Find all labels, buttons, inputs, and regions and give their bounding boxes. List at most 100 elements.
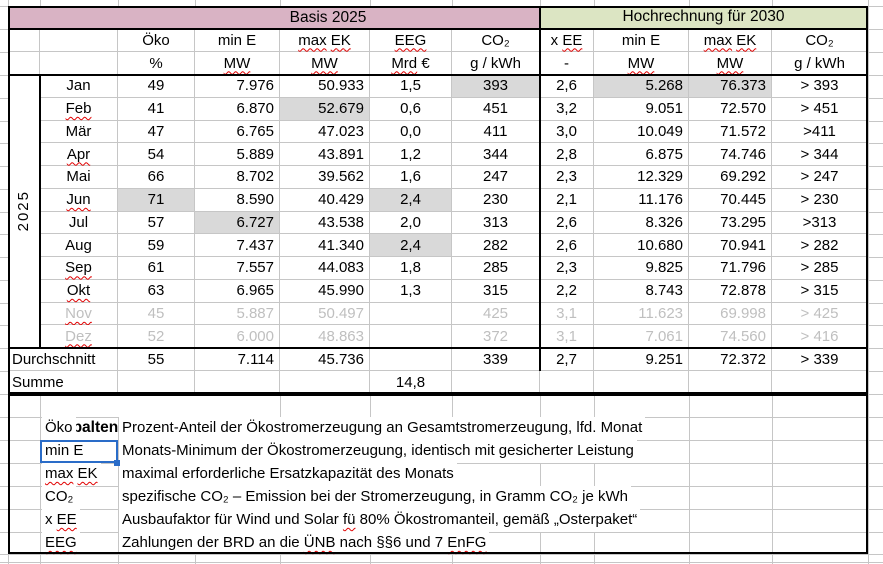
col-unit-x-ee[interactable]: - (540, 52, 594, 75)
cell-feb-co2[interactable]: 451 (452, 97, 540, 121)
cell-jul-co2-2030[interactable]: >313 (772, 211, 868, 235)
cell-okt-max-ek[interactable]: 45.990 (280, 279, 370, 303)
cell-apr-x-ee[interactable]: 2,8 (540, 143, 594, 166)
cell-nov-co2[interactable]: 425 (452, 302, 540, 326)
month-cell-feb[interactable]: Feb (40, 97, 118, 121)
cell-jan-min-e[interactable]: 7.976 (195, 75, 280, 98)
cell-jan-min-e-2030[interactable]: 5.268 (594, 75, 689, 98)
cell-mär-oeko[interactable]: 47 (118, 120, 195, 144)
cell-apr-max-ek-2030[interactable]: 74.746 (689, 143, 772, 166)
col-header-max-ek[interactable]: max EK (280, 29, 370, 52)
month-cell-jan[interactable]: Jan (40, 75, 118, 98)
cell-jan-max-ek[interactable]: 50.933 (280, 75, 370, 98)
cell-feb-min-e[interactable]: 6.870 (195, 97, 280, 121)
cell-jul-max-ek[interactable]: 43.538 (280, 211, 370, 235)
cell-durchschnitt-x-ee[interactable]: 2,7 (540, 348, 594, 371)
cell-jun-max-ek[interactable]: 40.429 (280, 188, 370, 212)
note-label-öko[interactable]: Öko (42, 417, 76, 440)
cell-sep-eeg[interactable]: 1,8 (370, 257, 452, 280)
cell-jul-max-ek-2030[interactable]: 73.295 (689, 211, 772, 235)
cell-dez-min-e[interactable]: 6.000 (195, 325, 280, 348)
cell-mai-x-ee[interactable]: 2,3 (540, 166, 594, 189)
cell-feb-oeko[interactable]: 41 (118, 97, 195, 121)
cell-durchschnitt-oeko[interactable]: 55 (118, 348, 195, 371)
month-cell-mai[interactable]: Mai (40, 166, 118, 189)
cell-sep-min-e[interactable]: 7.557 (195, 257, 280, 280)
col-header-co2-2030[interactable]: CO₂ (772, 29, 868, 52)
cell-sep-x-ee[interactable]: 2,3 (540, 257, 594, 280)
cell-nov-min-e[interactable]: 5.887 (195, 302, 280, 326)
cell-summe-co2-2030[interactable] (772, 371, 868, 394)
cell-okt-max-ek-2030[interactable]: 72.878 (689, 279, 772, 303)
note-definition-x-ee[interactable]: Ausbaufaktor für Wind und Solar fü 80% Ö… (119, 509, 641, 532)
cell-apr-eeg[interactable]: 1,2 (370, 143, 452, 166)
note-definition-max-ek[interactable]: maximal erforderliche Ersatzkapazität de… (119, 463, 457, 486)
durchschnitt-label-cell[interactable]: Durchschnitt (8, 348, 118, 371)
cell-sep-co2-2030[interactable]: > 285 (772, 257, 868, 280)
cell-okt-min-e[interactable]: 6.965 (195, 279, 280, 303)
cell-summe-x-ee[interactable] (540, 371, 594, 394)
cell-apr-oeko[interactable]: 54 (118, 143, 195, 166)
month-cell-okt[interactable]: Okt (40, 279, 118, 303)
cell-feb-x-ee[interactable]: 3,2 (540, 97, 594, 121)
cell-jun-oeko[interactable]: 71 (118, 188, 195, 212)
cell-sep-co2[interactable]: 285 (452, 257, 540, 280)
basis-2025-band[interactable]: Basis 2025 (8, 6, 540, 29)
cell-jul-co2[interactable]: 313 (452, 211, 540, 235)
month-cell-aug[interactable]: Aug (40, 234, 118, 257)
cell-nov-x-ee[interactable]: 3,1 (540, 302, 594, 326)
cell-jan-co2[interactable]: 393 (452, 75, 540, 98)
cell-aug-eeg[interactable]: 2,4 (370, 234, 452, 257)
cell-mär-min-e[interactable]: 6.765 (195, 120, 280, 144)
cell-mai-min-e[interactable]: 8.702 (195, 166, 280, 189)
hochrechnung-2030-band[interactable]: Hochrechnung für 2030 (540, 6, 868, 29)
col-unit-min-e[interactable]: MW (195, 52, 280, 75)
cell-feb-eeg[interactable]: 0,6 (370, 97, 452, 121)
cell-aug-x-ee[interactable]: 2,6 (540, 234, 594, 257)
cell-okt-oeko[interactable]: 63 (118, 279, 195, 303)
cell-jul-eeg[interactable]: 2,0 (370, 211, 452, 235)
cell-okt-min-e-2030[interactable]: 8.743 (594, 279, 689, 303)
cell-mai-co2[interactable]: 247 (452, 166, 540, 189)
cell-durchschnitt-eeg[interactable] (370, 348, 452, 371)
cell-apr-co2-2030[interactable]: > 344 (772, 143, 868, 166)
cell-dez-eeg[interactable] (370, 325, 452, 348)
cell-aug-oeko[interactable]: 59 (118, 234, 195, 257)
cell-jun-eeg[interactable]: 2,4 (370, 188, 452, 212)
month-cell-nov[interactable]: Nov (40, 302, 118, 326)
cell-okt-eeg[interactable]: 1,3 (370, 279, 452, 303)
cell-aug-min-e-2030[interactable]: 10.680 (594, 234, 689, 257)
cell-jul-x-ee[interactable]: 2,6 (540, 211, 594, 235)
cell-dez-co2[interactable]: 372 (452, 325, 540, 348)
cell-feb-min-e-2030[interactable]: 9.051 (594, 97, 689, 121)
cell-jan-eeg[interactable]: 1,5 (370, 75, 452, 98)
cell-jun-x-ee[interactable]: 2,1 (540, 188, 594, 212)
col-header-min-e[interactable]: min E (195, 29, 280, 52)
cell-okt-co2-2030[interactable]: > 315 (772, 279, 868, 303)
cell-mai-max-ek[interactable]: 39.562 (280, 166, 370, 189)
empty-cell[interactable] (8, 52, 40, 75)
month-cell-jul[interactable]: Jul (40, 211, 118, 235)
cell-feb-max-ek-2030[interactable]: 72.570 (689, 97, 772, 121)
cell-mär-eeg[interactable]: 0,0 (370, 120, 452, 144)
note-label-x-ee[interactable]: x EE (42, 509, 80, 532)
cell-jan-co2-2030[interactable]: > 393 (772, 75, 868, 98)
cell-durchschnitt-co2-2030[interactable]: > 339 (772, 348, 868, 371)
cell-durchschnitt-min-e-2030[interactable]: 9.251 (594, 348, 689, 371)
cell-nov-max-ek-2030[interactable]: 69.998 (689, 302, 772, 326)
col-header-oeko[interactable]: Öko (118, 29, 195, 52)
cell-jul-min-e-2030[interactable]: 8.326 (594, 211, 689, 235)
cell-mär-max-ek-2030[interactable]: 71.572 (689, 120, 772, 144)
cell-jan-x-ee[interactable]: 2,6 (540, 75, 594, 98)
cell-nov-min-e-2030[interactable]: 11.623 (594, 302, 689, 326)
cell-nov-co2-2030[interactable]: > 425 (772, 302, 868, 326)
cell-nov-max-ek[interactable]: 50.497 (280, 302, 370, 326)
cell-jan-oeko[interactable]: 49 (118, 75, 195, 98)
cell-summe-max-ek[interactable] (280, 371, 370, 394)
cell-mai-max-ek-2030[interactable]: 69.292 (689, 166, 772, 189)
col-unit-co2-2030[interactable]: g / kWh (772, 52, 868, 75)
cell-durchschnitt-max-ek-2030[interactable]: 72.372 (689, 348, 772, 371)
cell-dez-co2-2030[interactable]: > 416 (772, 325, 868, 348)
cell-feb-max-ek[interactable]: 52.679 (280, 97, 370, 121)
summe-label-cell[interactable]: Summe (8, 371, 118, 394)
